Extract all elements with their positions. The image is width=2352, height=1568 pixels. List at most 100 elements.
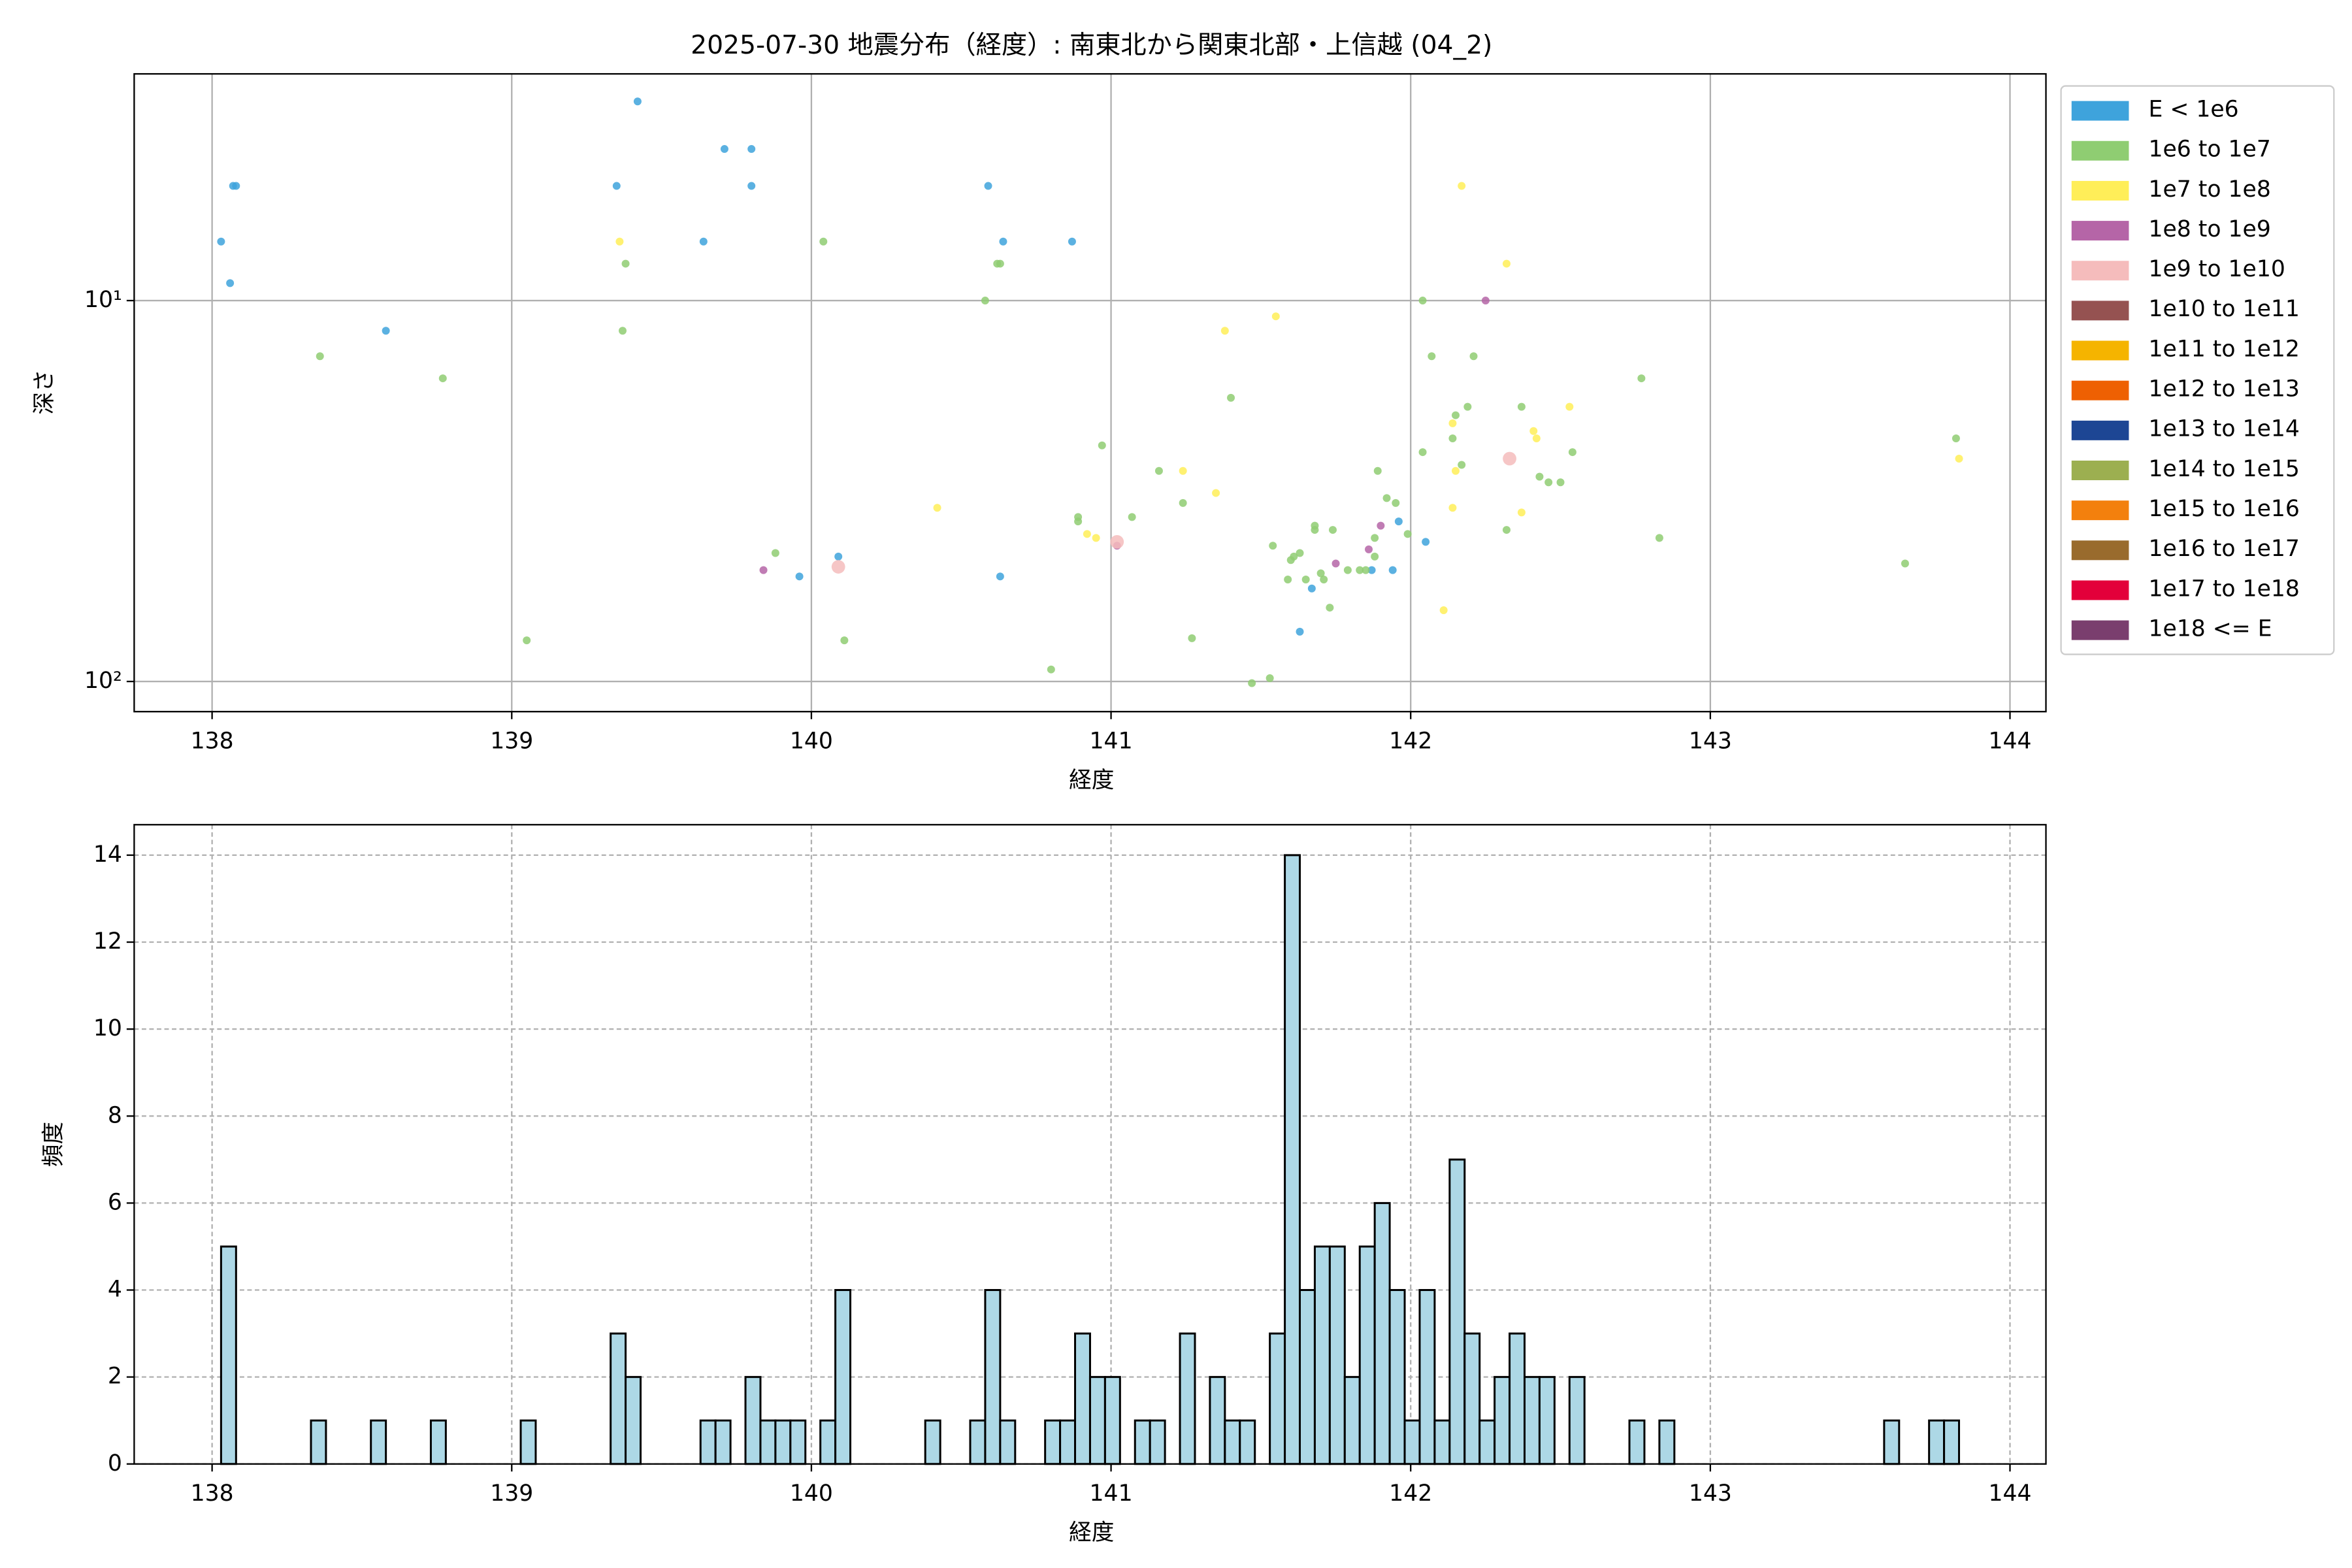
legend-label: 1e8 to 1e9 <box>2148 216 2270 242</box>
bar <box>714 1419 732 1465</box>
point <box>1343 566 1352 574</box>
point <box>1284 576 1292 584</box>
bar <box>819 1419 837 1465</box>
bar <box>1568 1376 1586 1465</box>
marks <box>217 97 1963 1465</box>
point <box>1403 530 1412 538</box>
point <box>1502 526 1511 534</box>
point <box>996 572 1004 581</box>
point <box>834 552 843 561</box>
point <box>612 182 621 190</box>
y-tick-label: 10¹ <box>84 287 122 313</box>
point <box>1382 494 1391 502</box>
bar <box>1478 1419 1496 1465</box>
point <box>1428 352 1436 361</box>
legend-swatch <box>2071 180 2129 201</box>
point <box>1535 472 1544 481</box>
bar <box>834 1289 852 1465</box>
point <box>1320 576 1328 584</box>
point <box>1098 441 1106 449</box>
point <box>984 182 992 190</box>
point <box>1481 297 1490 305</box>
legend-label: 1e16 to 1e17 <box>2148 536 2299 562</box>
bar <box>1209 1376 1226 1465</box>
bar <box>1388 1289 1406 1465</box>
bar <box>1074 1332 1091 1465</box>
point <box>1290 552 1298 561</box>
legend-label: 1e17 to 1e18 <box>2148 576 2299 602</box>
bar <box>969 1419 987 1465</box>
point <box>1371 552 1379 561</box>
x-tick-label: 142 <box>1389 728 1432 754</box>
bar <box>1358 1245 1376 1465</box>
plot-frame <box>133 824 2047 1465</box>
point <box>1463 402 1472 411</box>
bar <box>310 1419 327 1465</box>
point <box>1448 419 1457 427</box>
legend-label: 1e12 to 1e13 <box>2148 376 2299 402</box>
point <box>1212 489 1220 497</box>
bar <box>220 1245 237 1465</box>
point <box>1529 427 1538 435</box>
point <box>1296 627 1304 636</box>
point <box>1092 534 1100 542</box>
point <box>1392 498 1400 507</box>
point <box>1301 576 1310 584</box>
point <box>795 572 804 581</box>
bar <box>1538 1376 1556 1465</box>
x-axis-label: 経度 <box>1069 1520 1114 1546</box>
bar <box>519 1419 537 1465</box>
x-tick-label: 143 <box>1689 728 1732 754</box>
point <box>1326 604 1334 612</box>
point <box>618 327 627 335</box>
point <box>621 259 630 268</box>
x-tick-label: 138 <box>191 1480 234 1507</box>
point <box>1188 634 1196 642</box>
point <box>819 237 828 246</box>
point <box>1955 454 1963 463</box>
bar <box>1299 1289 1316 1465</box>
legend-swatch <box>2071 461 2129 480</box>
point <box>1311 521 1319 530</box>
point <box>1248 679 1256 687</box>
point <box>1367 566 1376 574</box>
point <box>1074 517 1083 526</box>
legend-swatch <box>2071 340 2129 361</box>
x-tick-label: 143 <box>1689 1480 1732 1507</box>
legend-swatch <box>2071 380 2129 400</box>
y-tick-label: 10 <box>93 1015 122 1041</box>
point <box>226 279 235 287</box>
bar <box>1179 1332 1196 1465</box>
y-tick-label: 10² <box>84 668 122 694</box>
bar <box>1943 1419 1961 1465</box>
point <box>1517 402 1526 411</box>
bar <box>1313 1245 1331 1465</box>
bar <box>1044 1419 1062 1465</box>
legend-swatch <box>2071 101 2129 121</box>
point <box>981 297 989 305</box>
point <box>1328 526 1337 534</box>
x-tick-label: 139 <box>490 1480 533 1507</box>
point <box>1047 665 1055 674</box>
bar <box>1509 1332 1526 1465</box>
x-tick-label: 141 <box>1090 728 1133 754</box>
point <box>771 549 779 557</box>
y-tick-label: 0 <box>108 1450 122 1477</box>
y-tick-label: 6 <box>108 1189 122 1215</box>
point <box>747 182 756 190</box>
bar <box>1134 1419 1151 1465</box>
point <box>759 566 768 574</box>
bar <box>1448 1158 1466 1465</box>
point <box>1388 566 1397 574</box>
bar <box>625 1376 642 1465</box>
point <box>1296 549 1304 557</box>
bar <box>759 1419 777 1465</box>
legend-label: E < 1e6 <box>2148 96 2238 122</box>
point <box>1458 182 1466 190</box>
point <box>1418 448 1427 457</box>
y-tick-label: 14 <box>93 841 122 868</box>
bar <box>1883 1419 1901 1465</box>
legend-swatch <box>2071 500 2129 521</box>
point <box>1503 451 1516 466</box>
